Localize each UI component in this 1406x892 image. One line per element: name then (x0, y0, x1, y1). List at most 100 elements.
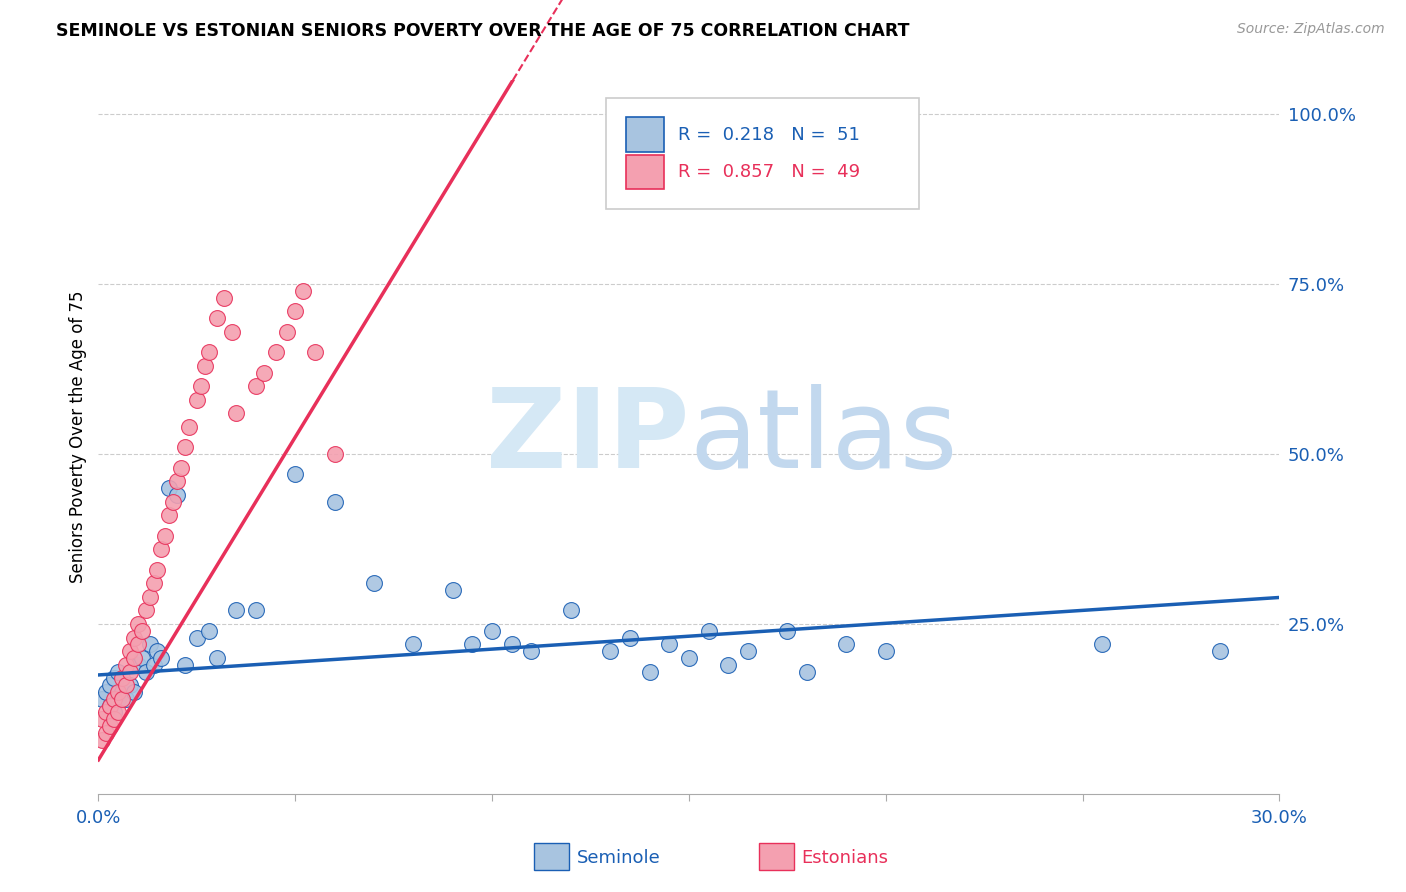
Point (103, 712, 125, 726)
Point (304, 345, 326, 359)
Text: SEMINOLE VS ESTONIAN SENIORS POVERTY OVER THE AGE OF 75 CORRELATION CHART: SEMINOLE VS ESTONIAN SENIORS POVERTY OVE… (56, 22, 910, 40)
Point (174, 440, 197, 454)
Point (111, 671, 134, 685)
Point (155, 528, 177, 542)
Point (174, 657, 197, 672)
Point (118, 678, 141, 692)
Point (697, 624, 720, 638)
Point (214, 291, 236, 305)
Point (131, 651, 153, 665)
Point (96, 725, 118, 739)
Point (142, 576, 165, 591)
Point (186, 631, 208, 645)
Point (225, 603, 247, 617)
Point (111, 691, 134, 706)
Point (284, 304, 307, 318)
Point (111, 685, 134, 699)
Point (796, 665, 818, 679)
Point (146, 644, 169, 658)
Point (162, 494, 184, 508)
Point (875, 644, 897, 658)
Point (323, 447, 346, 461)
Text: ZIP: ZIP (485, 384, 689, 491)
Point (98, 719, 121, 733)
Point (135, 665, 157, 679)
Point (194, 359, 217, 373)
Y-axis label: Seniors Poverty Over the Age of 75: Seniors Poverty Over the Age of 75 (69, 291, 87, 583)
Point (122, 651, 145, 665)
Point (127, 657, 149, 672)
Point (98, 678, 121, 692)
Point (98, 698, 121, 713)
Point (776, 624, 799, 638)
Point (98, 698, 121, 713)
Point (107, 685, 129, 699)
Point (135, 603, 157, 617)
FancyBboxPatch shape (606, 98, 920, 209)
Point (501, 637, 523, 651)
Point (402, 637, 425, 651)
Text: R =  0.857   N =  49: R = 0.857 N = 49 (678, 163, 860, 181)
Point (142, 657, 165, 672)
Point (103, 706, 125, 720)
Point (166, 475, 188, 489)
Point (1209, 644, 1232, 658)
Point (658, 637, 681, 651)
Point (197, 345, 219, 359)
Point (96, 685, 118, 699)
Point (190, 379, 212, 393)
Point (253, 366, 276, 380)
Point (441, 582, 464, 597)
Point (264, 345, 287, 359)
Text: Source: ZipAtlas.com: Source: ZipAtlas.com (1237, 22, 1385, 37)
Text: Seminole: Seminole (576, 849, 661, 867)
Point (835, 637, 858, 651)
Point (118, 644, 141, 658)
Point (221, 325, 243, 339)
Point (205, 651, 228, 665)
Text: Estonians: Estonians (801, 849, 889, 867)
Point (717, 657, 740, 672)
Point (737, 644, 759, 658)
Point (91, 712, 114, 726)
Point (107, 665, 129, 679)
Point (638, 665, 661, 679)
Point (138, 637, 160, 651)
Point (481, 624, 503, 638)
Point (115, 691, 138, 706)
Point (150, 542, 173, 557)
Point (118, 665, 141, 679)
Point (91, 732, 114, 747)
Point (197, 624, 219, 638)
Point (363, 576, 385, 591)
Point (122, 685, 145, 699)
Point (560, 603, 582, 617)
Point (245, 603, 267, 617)
Point (103, 671, 125, 685)
Point (292, 284, 315, 298)
Point (103, 691, 125, 706)
Point (146, 563, 169, 577)
Point (115, 657, 138, 672)
Point (127, 637, 149, 651)
Point (1091, 637, 1114, 651)
Point (127, 617, 149, 632)
Point (170, 460, 193, 475)
Point (91, 691, 114, 706)
Point (599, 644, 621, 658)
Point (157, 481, 180, 495)
Point (96, 706, 118, 720)
Point (157, 508, 180, 523)
Point (107, 691, 129, 706)
Point (323, 494, 346, 508)
Text: atlas: atlas (689, 384, 957, 491)
Bar (626, 155, 664, 189)
Point (520, 644, 543, 658)
Point (166, 488, 188, 502)
Point (186, 392, 208, 407)
Point (205, 311, 228, 326)
Point (150, 651, 173, 665)
Point (177, 420, 200, 434)
Point (678, 651, 700, 665)
Point (115, 678, 138, 692)
